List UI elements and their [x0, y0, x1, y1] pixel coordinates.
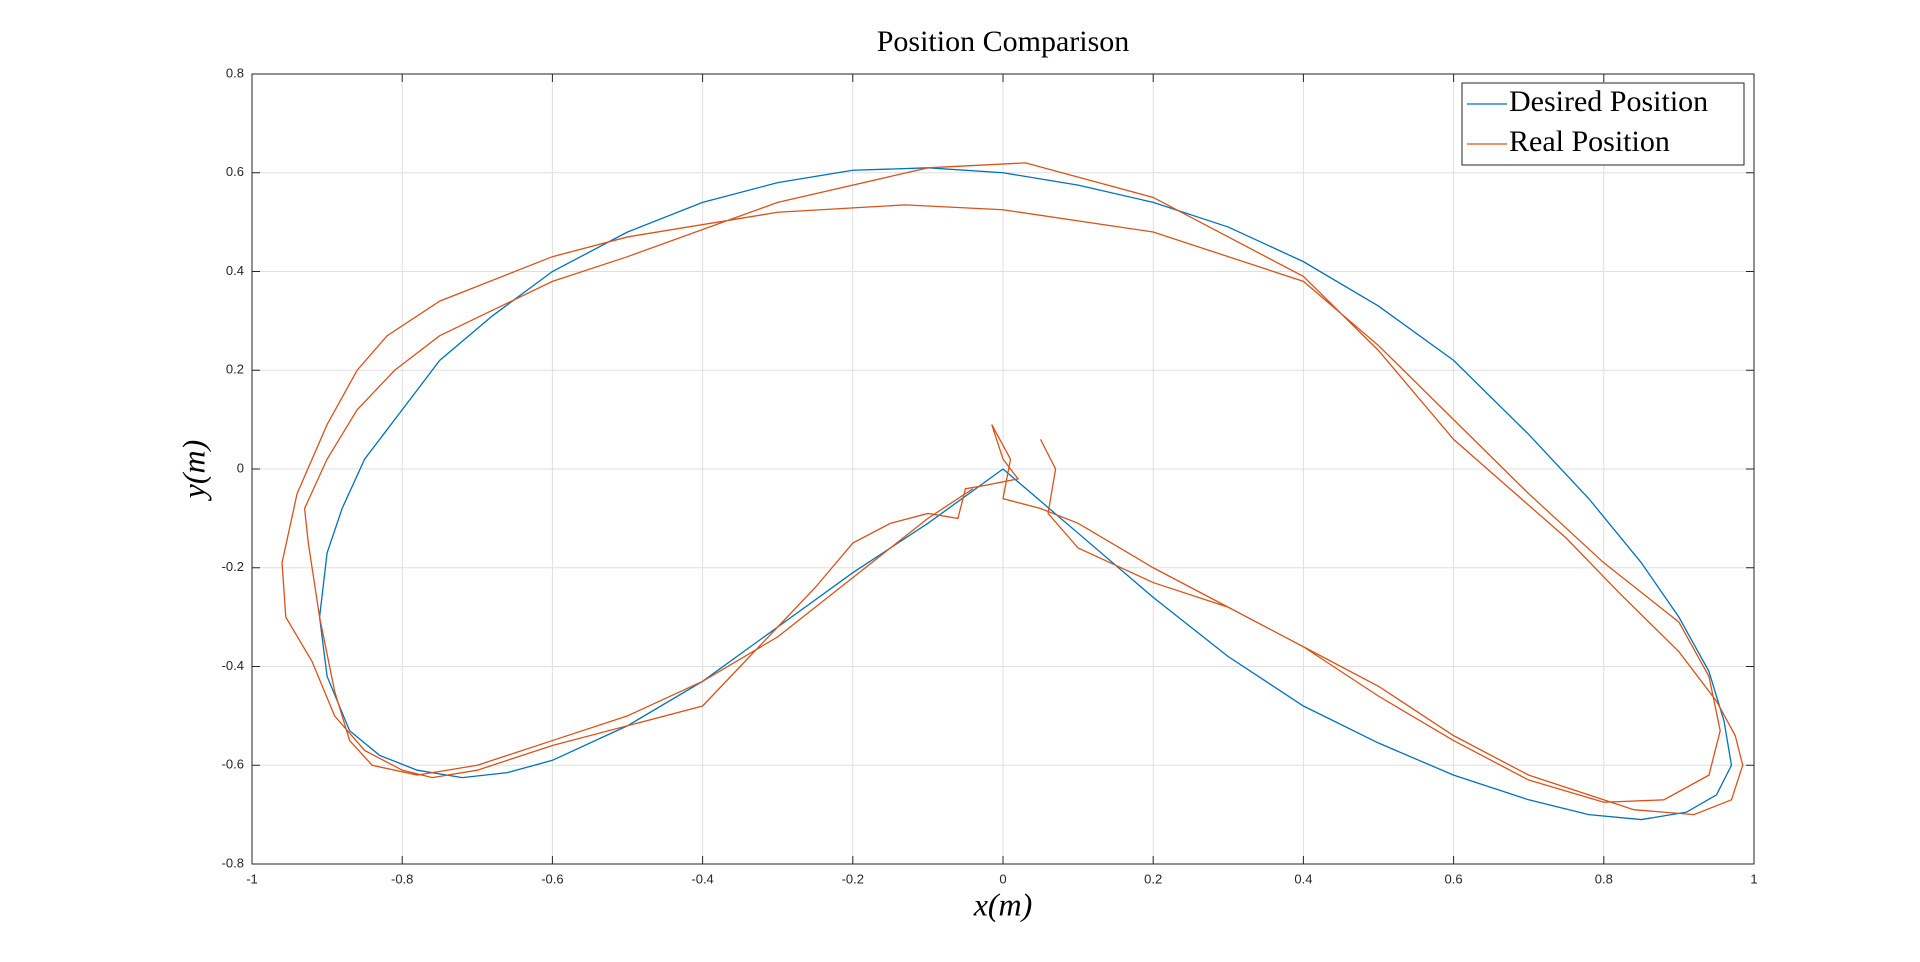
x-tick-label: -0.4	[691, 871, 713, 886]
x-tick-label: 0.2	[1144, 871, 1162, 886]
series-line	[318, 167, 1733, 821]
x-tick-label: 0.8	[1595, 871, 1613, 886]
y-tick-label: 0.8	[226, 65, 244, 80]
x-tick-label: 0	[999, 871, 1006, 886]
x-tick-label: -0.6	[541, 871, 563, 886]
y-tick-label: 0	[237, 460, 244, 475]
axes-box	[251, 73, 1755, 865]
y-tick-label: 0.2	[226, 362, 244, 377]
y-tick-label: -0.4	[222, 658, 244, 673]
x-tick-label: -0.8	[391, 871, 413, 886]
chart-title: Position Comparison	[877, 25, 1130, 58]
x-tick-label: -1	[246, 871, 258, 886]
y-tick-label: -0.6	[222, 757, 244, 772]
y-axis-label: y(m)	[175, 440, 211, 502]
series-line	[281, 162, 1744, 816]
x-tick-label: 1	[1750, 871, 1757, 886]
x-tick-label: 0.4	[1294, 871, 1312, 886]
y-tick-label: 0.6	[226, 164, 244, 179]
y-tick-label: 0.4	[226, 263, 244, 278]
x-tick-label: 0.6	[1445, 871, 1463, 886]
x-tick-label: -0.2	[842, 871, 864, 886]
legend-box	[1461, 82, 1745, 166]
y-tick-label: -0.2	[222, 559, 244, 574]
x-axis-label: x(m)	[973, 886, 1033, 922]
y-tick-label: -0.8	[222, 855, 244, 870]
legend-label: Real Position	[1509, 125, 1670, 158]
legend-label: Desired Position	[1509, 85, 1708, 118]
